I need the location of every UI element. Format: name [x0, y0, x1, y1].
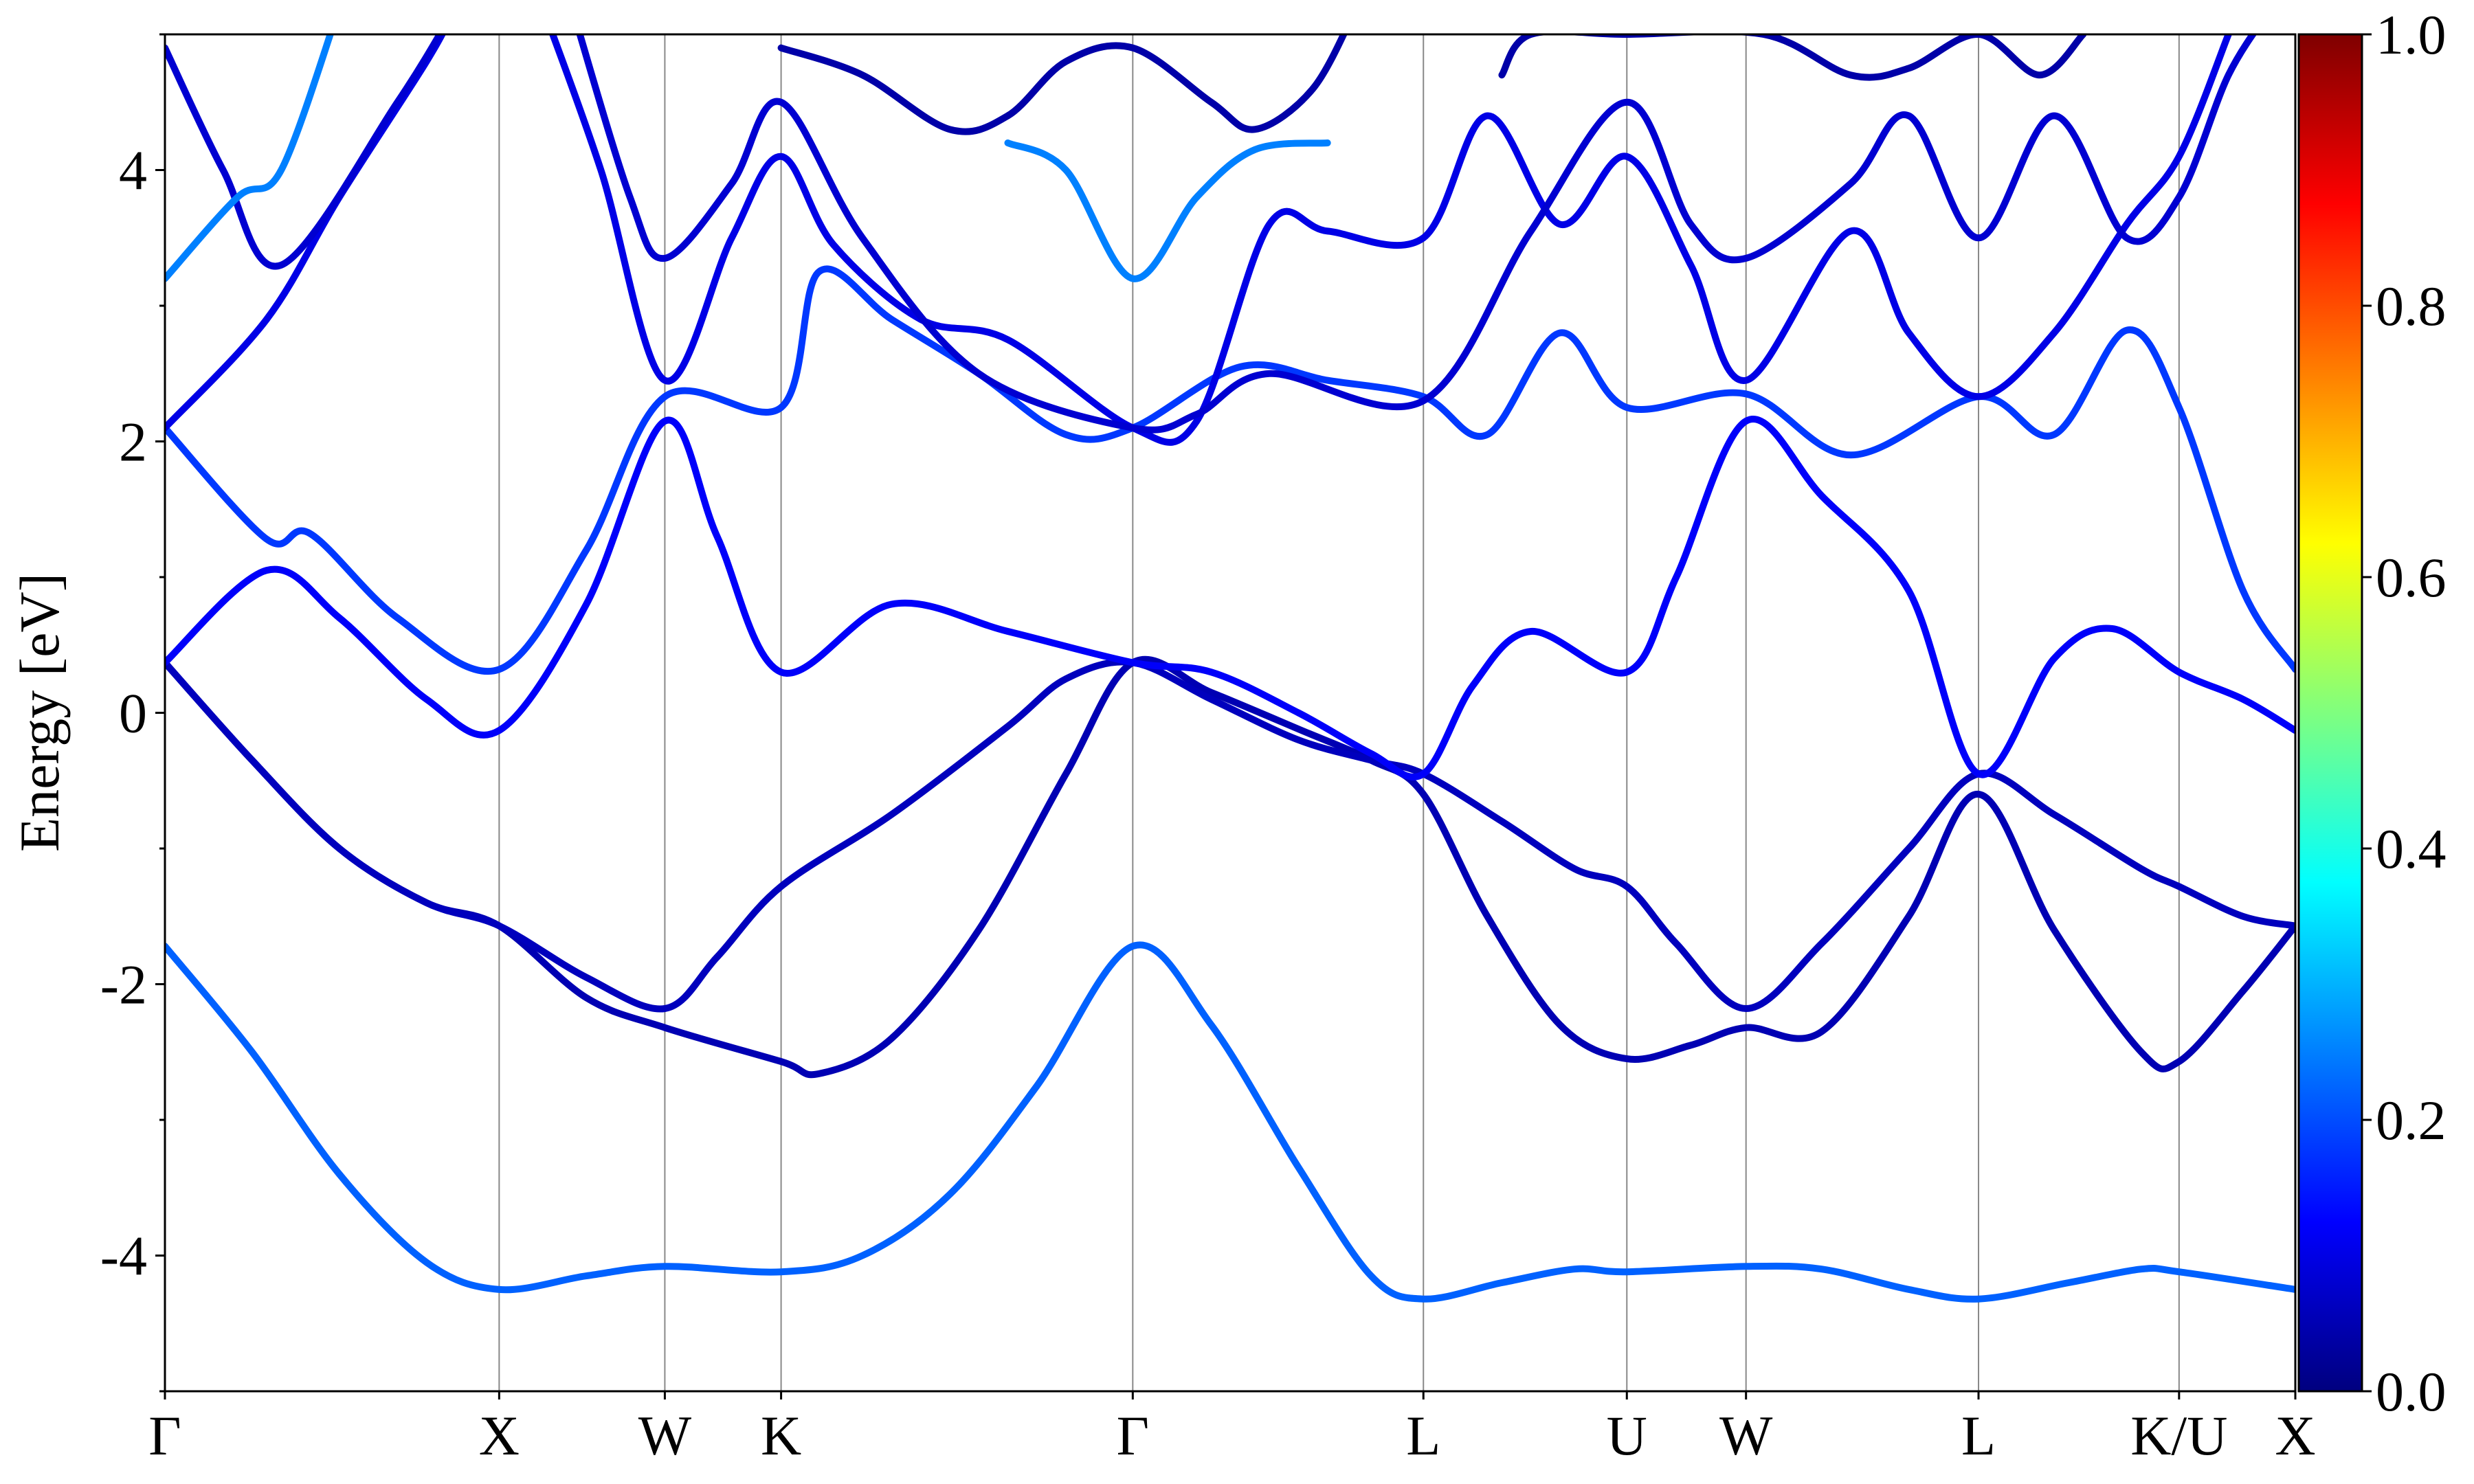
band-line — [576, 34, 2258, 434]
band-line — [165, 265, 2295, 675]
y-axis-label: Energy [eV] — [8, 573, 71, 852]
x-tick-label: L — [1961, 1404, 1996, 1467]
y-tick-label: 4 — [119, 139, 147, 202]
colorbar-tick-label: 1.0 — [2376, 3, 2447, 66]
colorbar-ticks: 0.0 0.2 0.4 0.6 0.8 1.0 — [2362, 3, 2447, 1423]
band-line — [165, 655, 2295, 1079]
y-tick-label: -4 — [100, 1225, 147, 1288]
band-line — [1004, 139, 1331, 282]
x-tick-label: K/U — [2130, 1404, 2227, 1467]
y-tick-label: 0 — [119, 682, 147, 745]
band-line — [165, 416, 2295, 780]
colorbar-tick-label: 0.0 — [2376, 1360, 2447, 1423]
y-tick-label: 2 — [119, 411, 147, 473]
band-lines — [165, 34, 2295, 1303]
band-line — [165, 658, 2295, 1013]
colorbar-tick-label: 0.4 — [2376, 818, 2447, 880]
x-tick-label: W — [638, 1404, 692, 1467]
band-line — [165, 34, 444, 270]
band-line — [165, 34, 446, 431]
band-line — [165, 941, 2295, 1303]
x-tick-label: U — [1607, 1404, 1647, 1467]
x-axis-ticks: Γ X W K Γ L U W L K/U X — [148, 1391, 2316, 1467]
x-tick-label: L — [1406, 1404, 1440, 1467]
colorbar-tick-label: 0.8 — [2376, 275, 2447, 337]
x-tick-label: X — [2275, 1404, 2315, 1467]
band-line — [1498, 34, 2087, 81]
y-axis-ticks: -4 -2 0 2 4 — [100, 33, 165, 1393]
colorbar-tick-label: 0.6 — [2376, 546, 2447, 609]
band-line — [548, 34, 2232, 446]
x-tick-label: Γ — [148, 1404, 181, 1467]
x-tick-label: Γ — [1117, 1404, 1149, 1467]
band-line — [777, 34, 1348, 135]
y-tick-label: -2 — [100, 954, 147, 1016]
x-tick-label: X — [479, 1404, 520, 1467]
x-tick-label: W — [1719, 1404, 1773, 1467]
kpoint-gridlines — [498, 34, 2180, 1391]
band-line — [165, 34, 334, 282]
x-tick-label: K — [761, 1404, 801, 1467]
colorbar — [2297, 33, 2363, 1393]
colorbar-tick-label: 0.2 — [2376, 1089, 2447, 1151]
